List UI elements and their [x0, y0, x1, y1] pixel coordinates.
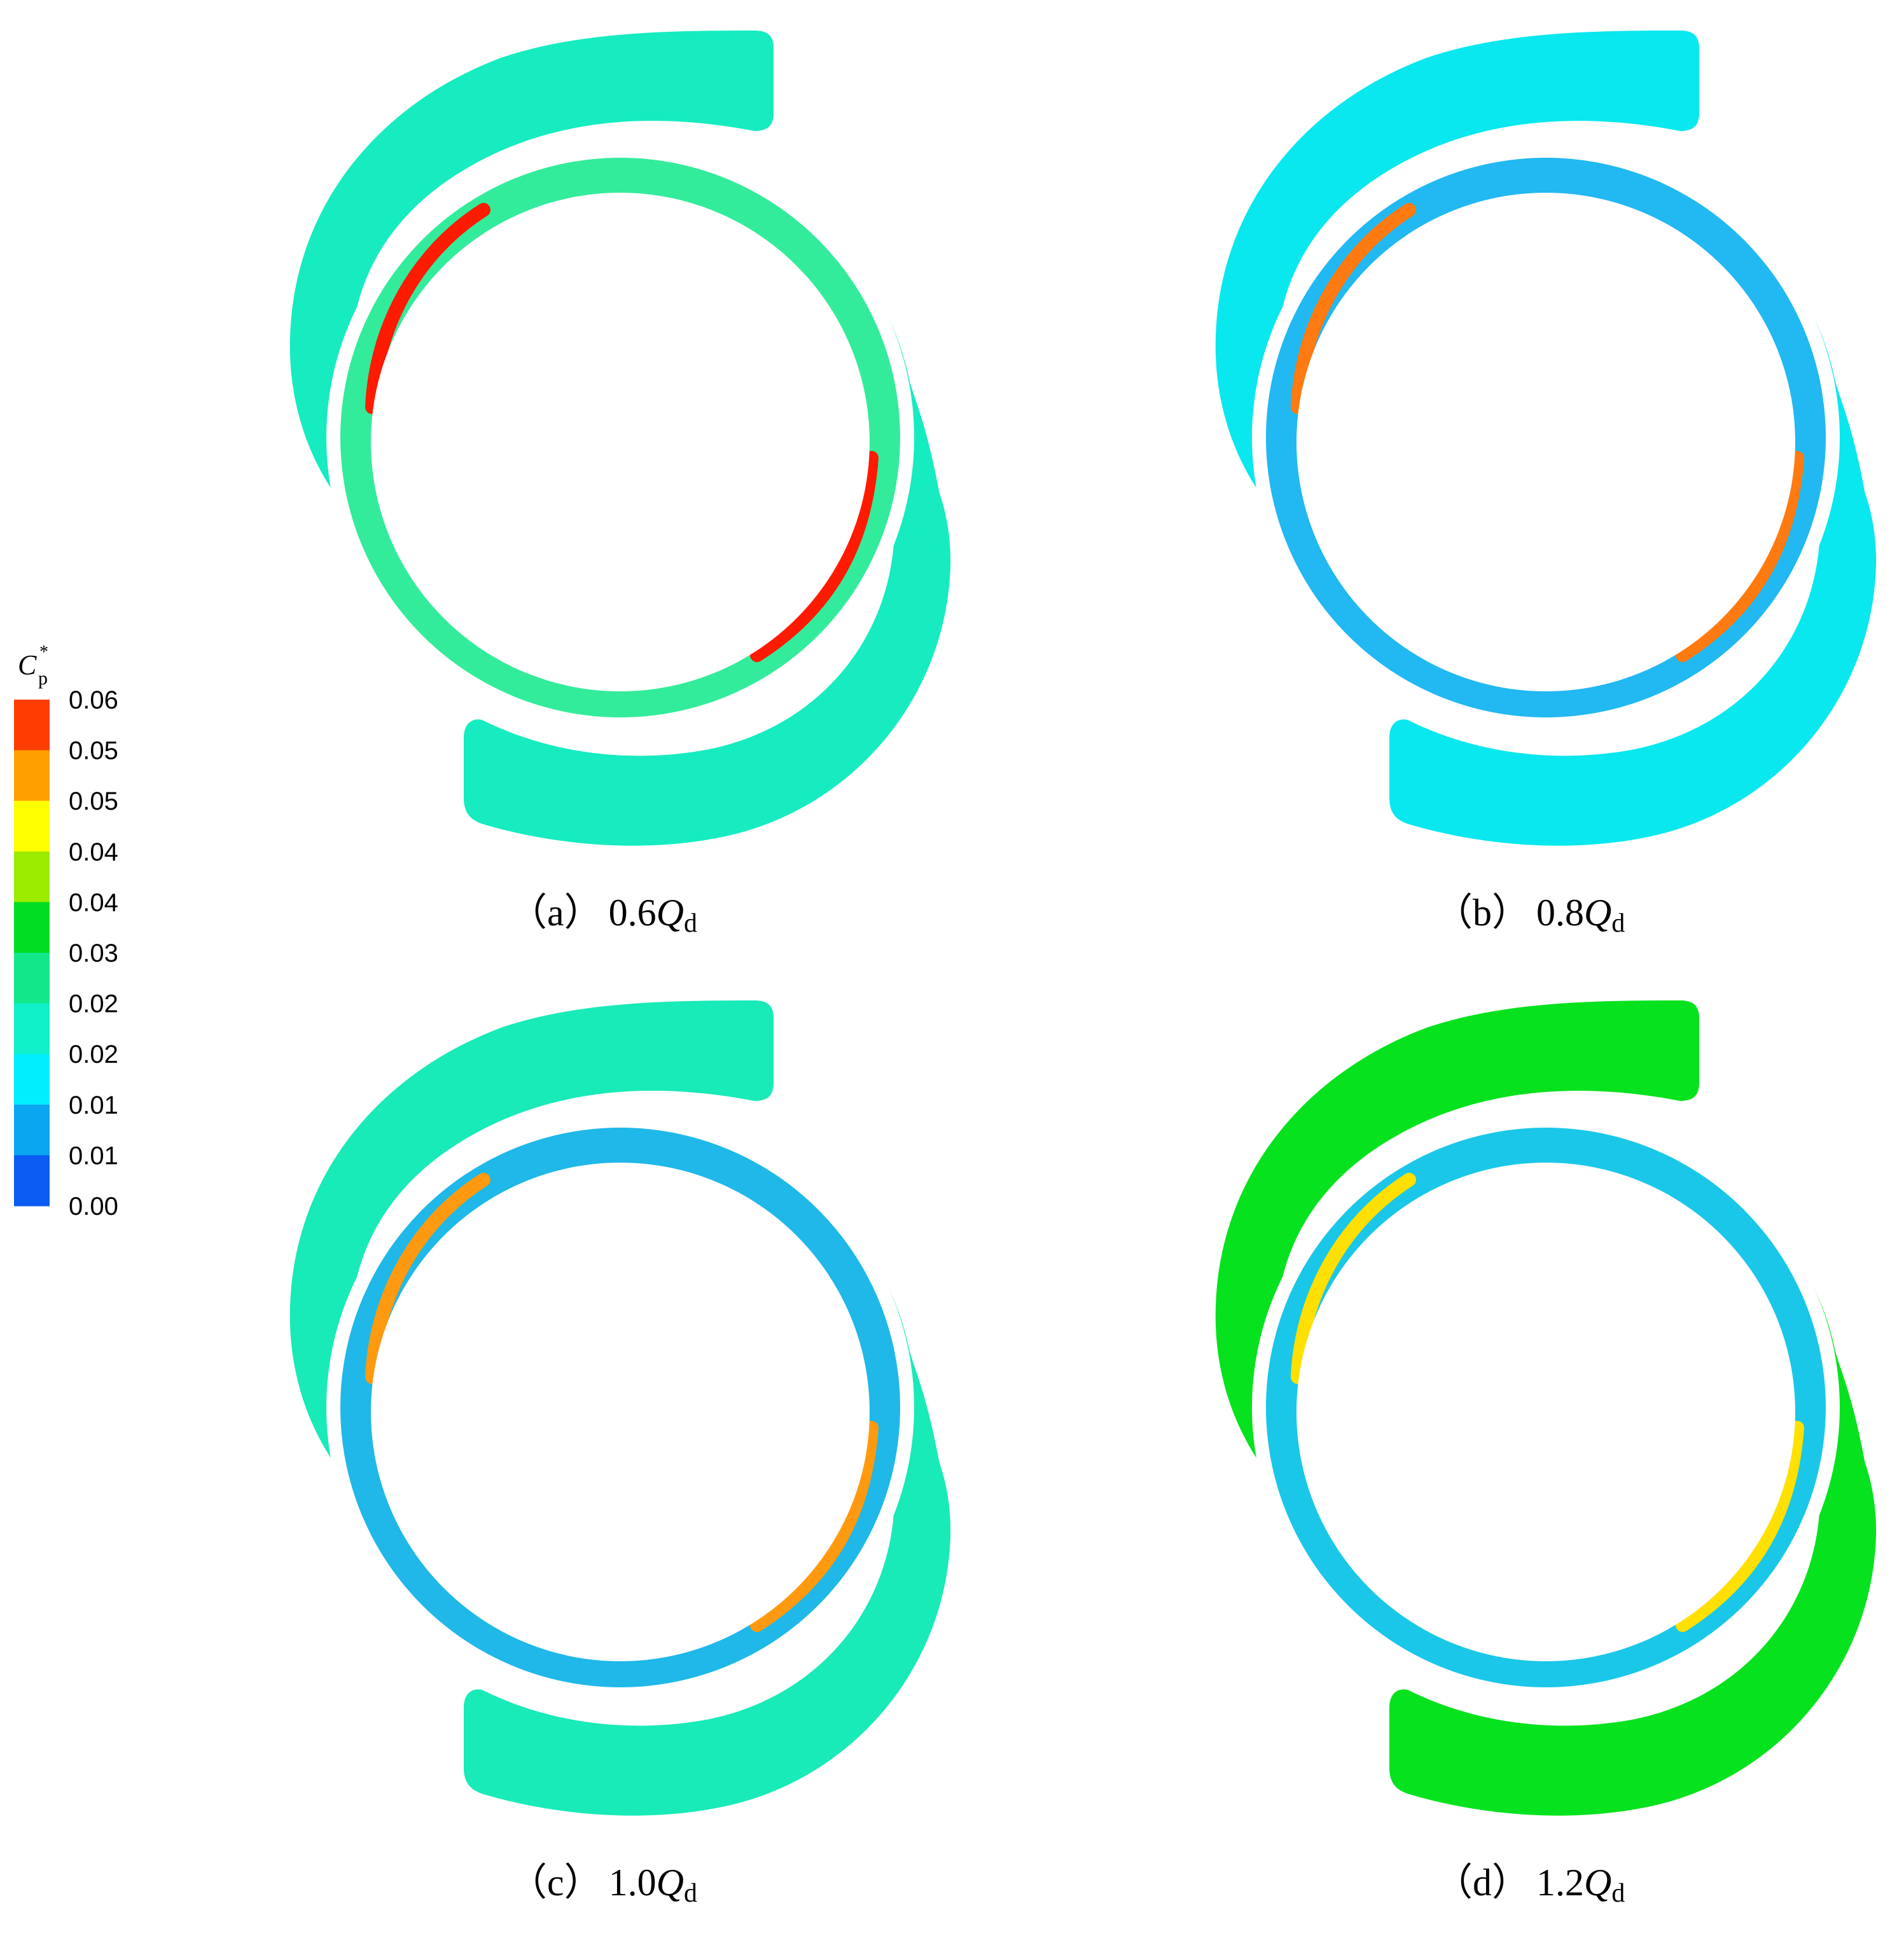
legend-swatch [14, 1003, 50, 1054]
legend-tick-label: 0.01 [69, 1142, 118, 1170]
colorbar-legend: C p * 0.060.050.050.040.040.030.020.020.… [14, 642, 118, 1220]
hotspot-lower-right [750, 1421, 879, 1632]
panels-group: （a） 0.6Qd （b） 0.8Qd（c） 1.0Qd （d） 1.2Qd [289, 31, 1877, 1908]
legend-swatch [14, 851, 50, 902]
caption-value: 1.2 [1536, 1862, 1584, 1904]
impeller-core [1296, 1163, 1795, 1661]
hotspot-upper-left [365, 1173, 490, 1384]
impeller-core [1296, 193, 1795, 691]
legend-tick-label: 0.04 [69, 838, 118, 866]
panel-caption: （a） 0.6Qd [509, 892, 697, 938]
legend-swatch [14, 750, 50, 801]
legend-tick-label: 0.04 [69, 888, 118, 916]
legend-tick-label: 0.05 [69, 737, 118, 765]
legend-tick-label: 0.03 [69, 939, 118, 967]
legend-swatch [14, 1155, 50, 1207]
legend-tick-label: 0.02 [69, 1041, 118, 1068]
caption-subscript: d [684, 1879, 697, 1908]
legend-symbol: C [18, 649, 37, 681]
hotspot-upper-left [365, 203, 490, 414]
hotspot-upper-left [1291, 1173, 1416, 1384]
legend-superscript: * [39, 642, 48, 662]
legend-swatch [14, 1054, 50, 1105]
caption-subscript: d [1611, 909, 1625, 938]
caption-tag: （d） [1435, 1862, 1530, 1904]
legend-swatch [14, 801, 50, 852]
panel-caption: （c） 1.0Qd [509, 1862, 697, 1908]
contour-panel-a: （a） 0.6Qd [289, 31, 951, 938]
hotspot-lower-right [1676, 451, 1804, 662]
caption-symbol: Q [1584, 1862, 1611, 1904]
caption-symbol: Q [1584, 892, 1611, 934]
caption-value: 1.0 [609, 1862, 657, 1904]
contour-panel-d: （d） 1.2Qd [1215, 1000, 1877, 1908]
caption-tag: （b） [1435, 892, 1530, 934]
legend-swatch [14, 1104, 50, 1156]
legend-swatches [14, 700, 50, 1207]
caption-subscript: d [684, 909, 697, 938]
legend-ticks: 0.06 0.05 0.05 0.04 0.04 0.03 0.02 0.02 0.01 0.01… [69, 686, 118, 1220]
legend-tick-label: 0.06 [69, 686, 118, 714]
legend-swatch [14, 700, 50, 751]
panel-caption: （d） 1.2Qd [1435, 1862, 1625, 1908]
contour-panel-c: （c） 1.0Qd [289, 1000, 951, 1908]
hotspot-upper-left [1291, 203, 1416, 414]
panel-caption: （b） 0.8Qd [1435, 892, 1625, 938]
legend-tick-label: 0.00 [69, 1193, 118, 1220]
caption-value: 0.6 [609, 892, 657, 934]
caption-subscript: d [1611, 1879, 1625, 1908]
legend-tick-label: 0.01 [69, 1091, 118, 1119]
caption-symbol: Q [657, 1862, 684, 1904]
hotspot-lower-right [750, 451, 879, 662]
impeller-core [371, 193, 870, 691]
caption-tag: （c） [509, 1862, 602, 1904]
legend-subscript: p [38, 668, 48, 689]
impeller-core [371, 1163, 870, 1661]
hotspot-lower-right [1676, 1421, 1804, 1632]
caption-symbol: Q [657, 892, 684, 934]
contour-panel-b: （b） 0.8Qd [1215, 31, 1877, 938]
legend-tick-label: 0.05 [69, 787, 118, 815]
legend-tick-label: 0.02 [69, 990, 118, 1018]
legend-swatch [14, 953, 50, 1004]
caption-tag: （a） [509, 892, 602, 934]
legend-swatch [14, 902, 50, 953]
caption-value: 0.8 [1536, 892, 1584, 934]
